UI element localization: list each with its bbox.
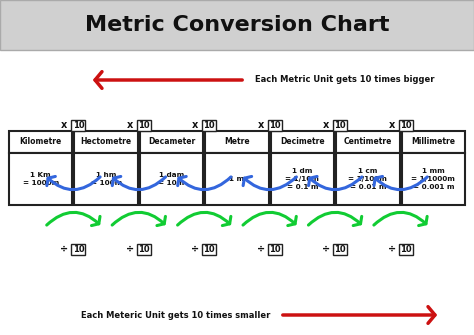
Text: x: x [127, 120, 133, 130]
Text: 10: 10 [269, 121, 281, 130]
FancyBboxPatch shape [399, 244, 412, 255]
Text: Centimetre: Centimetre [344, 137, 392, 146]
FancyBboxPatch shape [202, 244, 216, 255]
Text: Decimetre: Decimetre [280, 137, 325, 146]
Text: ÷: ÷ [388, 244, 396, 254]
Text: Metre: Metre [224, 137, 250, 146]
FancyBboxPatch shape [336, 153, 400, 205]
Text: 1 m: 1 m [229, 176, 245, 182]
FancyBboxPatch shape [137, 120, 151, 131]
FancyBboxPatch shape [336, 131, 400, 153]
Text: Each Metric Unit gets 10 times bigger: Each Metric Unit gets 10 times bigger [255, 75, 435, 84]
Text: Hectometre: Hectometre [81, 137, 132, 146]
Text: 1 Km
= 1000m: 1 Km = 1000m [23, 172, 59, 186]
FancyBboxPatch shape [0, 0, 474, 50]
FancyBboxPatch shape [333, 244, 347, 255]
Text: 10: 10 [138, 121, 150, 130]
FancyBboxPatch shape [271, 131, 334, 153]
Text: 10: 10 [400, 245, 411, 254]
Text: Kilometre: Kilometre [19, 137, 62, 146]
FancyBboxPatch shape [74, 153, 138, 205]
Text: Decameter: Decameter [148, 137, 195, 146]
Text: Each Meteric Unit gets 10 times smaller: Each Meteric Unit gets 10 times smaller [81, 311, 270, 320]
Text: 1 dam
= 10m: 1 dam = 10m [158, 172, 185, 186]
FancyBboxPatch shape [202, 120, 216, 131]
FancyBboxPatch shape [333, 120, 347, 131]
Text: 10: 10 [73, 121, 84, 130]
FancyBboxPatch shape [205, 131, 269, 153]
Text: x: x [389, 120, 395, 130]
FancyBboxPatch shape [205, 153, 269, 205]
Text: x: x [257, 120, 264, 130]
Text: 10: 10 [203, 121, 215, 130]
FancyBboxPatch shape [72, 244, 85, 255]
Text: Metric Conversion Chart: Metric Conversion Chart [85, 15, 389, 35]
FancyBboxPatch shape [140, 131, 203, 153]
FancyBboxPatch shape [9, 153, 73, 205]
FancyBboxPatch shape [271, 153, 334, 205]
FancyBboxPatch shape [401, 153, 465, 205]
Text: 1 cm
= 1/100m
= 0.01 m: 1 cm = 1/100m = 0.01 m [348, 168, 387, 190]
FancyBboxPatch shape [399, 120, 412, 131]
Text: 10: 10 [73, 245, 84, 254]
Text: 10: 10 [138, 245, 150, 254]
FancyBboxPatch shape [72, 120, 85, 131]
FancyBboxPatch shape [140, 153, 203, 205]
FancyBboxPatch shape [74, 131, 138, 153]
Text: ÷: ÷ [191, 244, 200, 254]
Text: x: x [192, 120, 199, 130]
Text: ÷: ÷ [60, 244, 68, 254]
Text: x: x [61, 120, 68, 130]
Text: 1 hm
= 100m: 1 hm = 100m [91, 172, 122, 186]
Text: 1 mm
= 1/1000m
= 0.001 m: 1 mm = 1/1000m = 0.001 m [411, 168, 455, 190]
Text: 10: 10 [334, 245, 346, 254]
FancyBboxPatch shape [401, 131, 465, 153]
Text: Millimetre: Millimetre [411, 137, 456, 146]
FancyBboxPatch shape [268, 244, 282, 255]
FancyBboxPatch shape [268, 120, 282, 131]
FancyBboxPatch shape [137, 244, 151, 255]
Text: ÷: ÷ [256, 244, 265, 254]
Text: x: x [323, 120, 329, 130]
Text: 10: 10 [334, 121, 346, 130]
Text: ÷: ÷ [126, 244, 134, 254]
Text: 1 dm
= 1/10m
= 0.1 m: 1 dm = 1/10m = 0.1 m [285, 168, 319, 190]
Text: 10: 10 [203, 245, 215, 254]
Text: 10: 10 [400, 121, 411, 130]
FancyBboxPatch shape [9, 131, 73, 153]
Text: 10: 10 [269, 245, 281, 254]
Text: ÷: ÷ [322, 244, 330, 254]
